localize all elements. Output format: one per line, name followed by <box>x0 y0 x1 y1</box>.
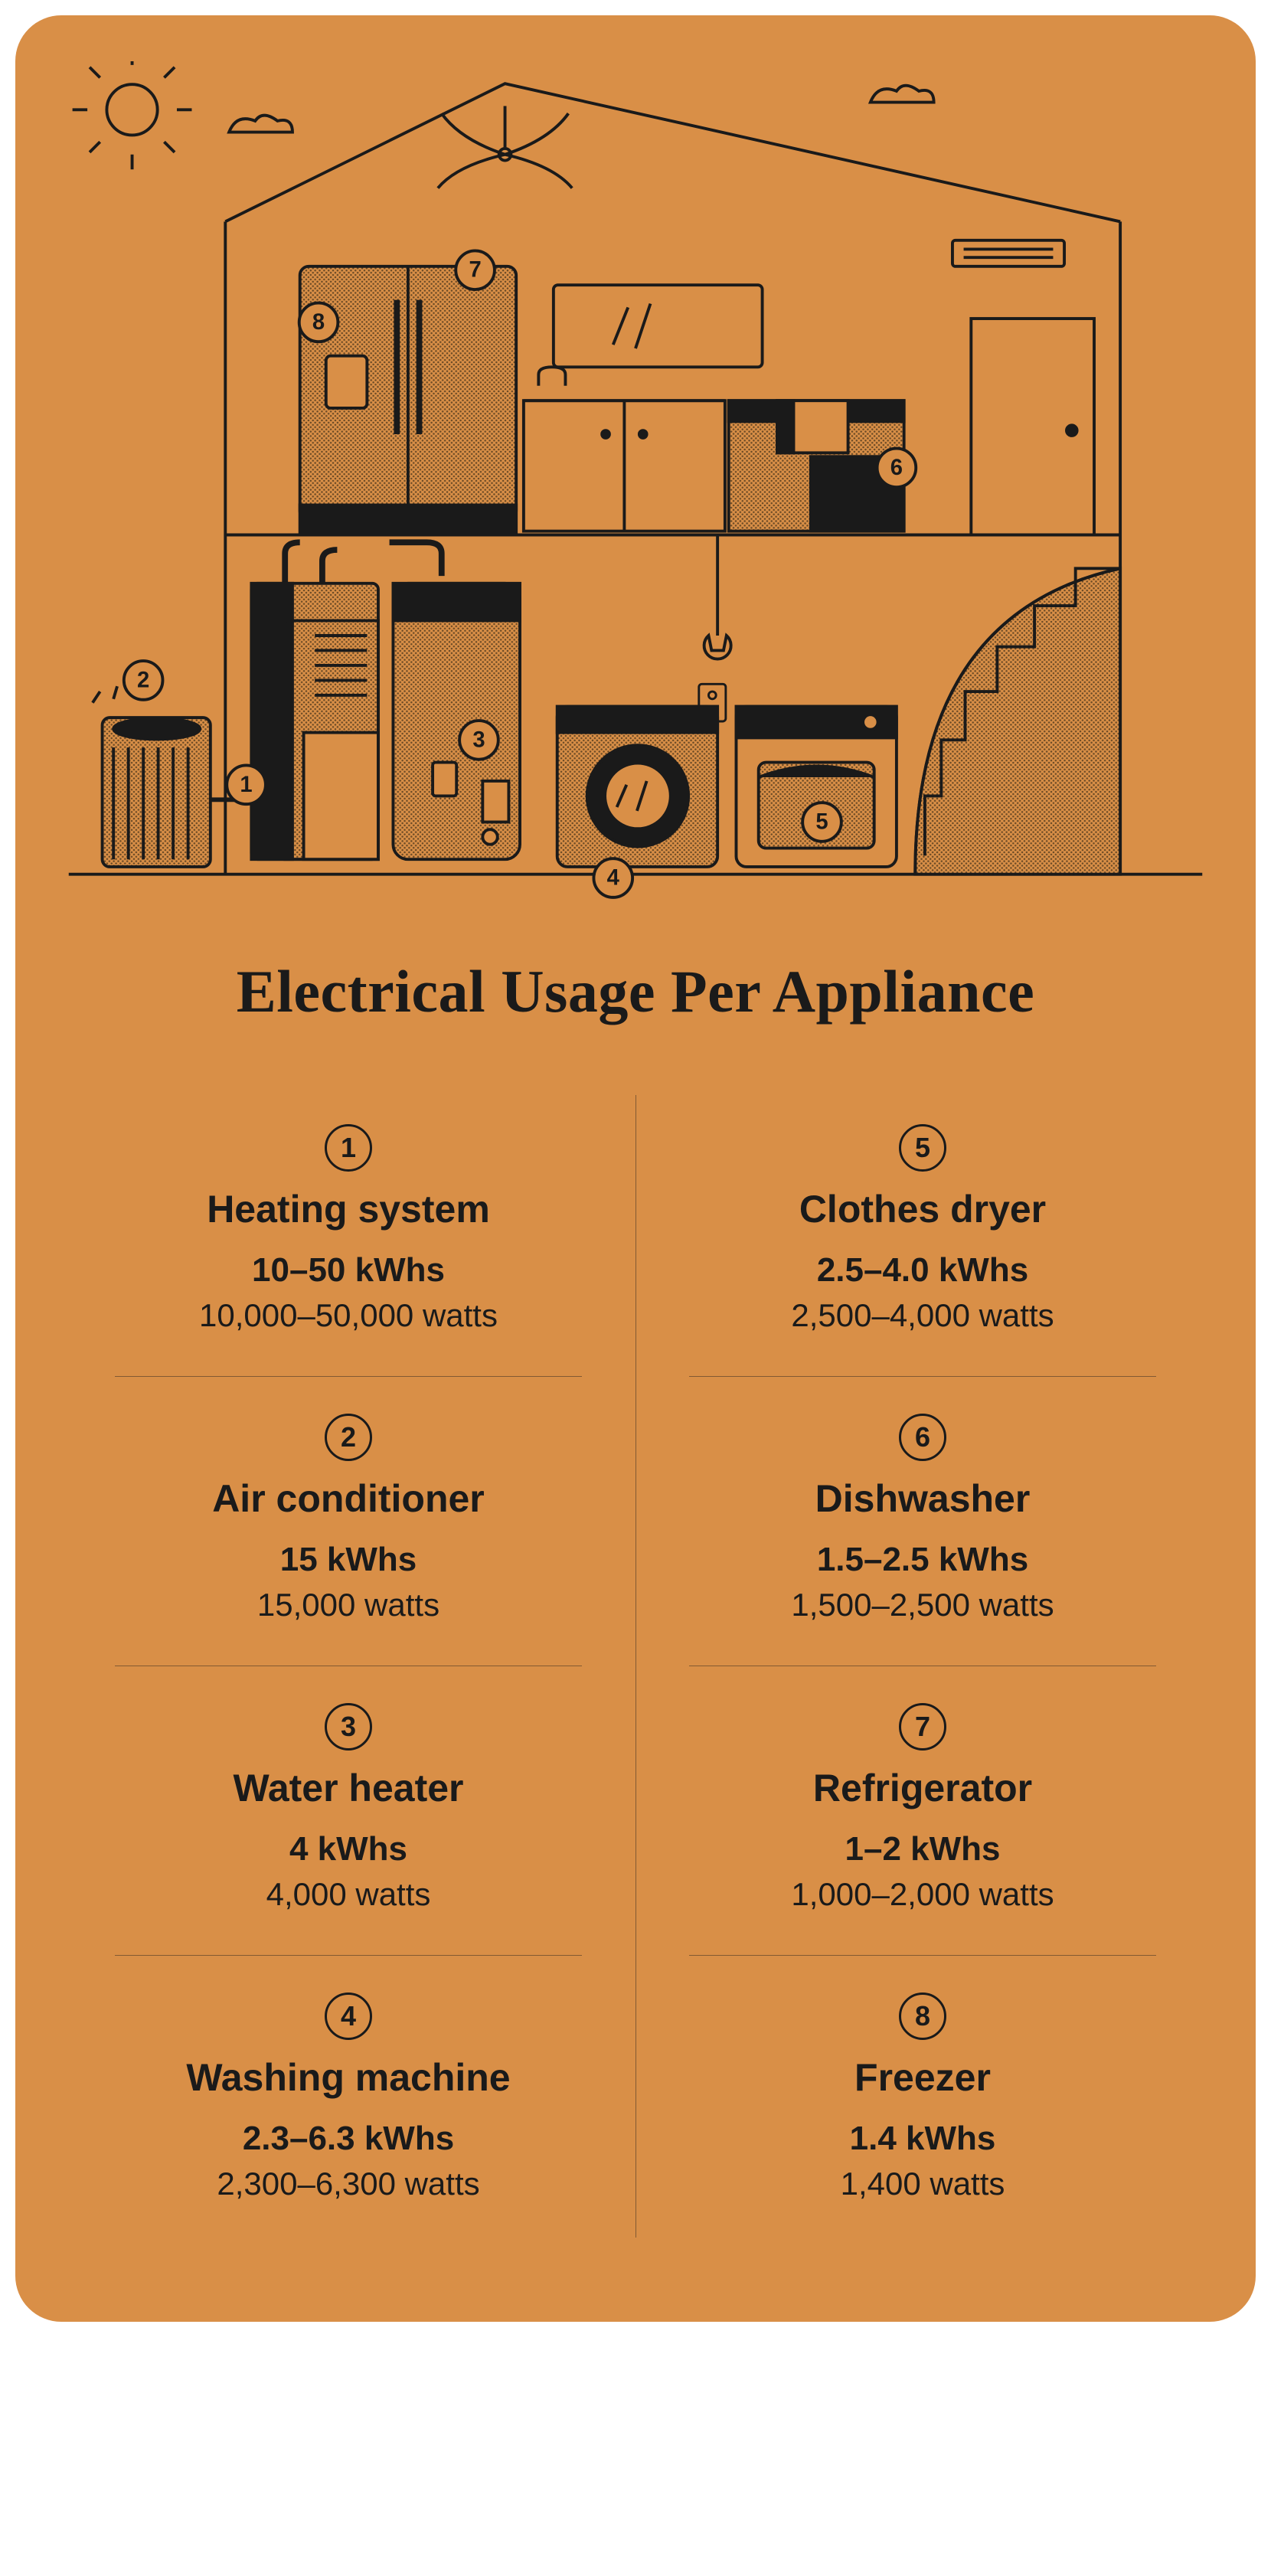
heating-system <box>251 542 378 859</box>
appliance-watts: 1,500–2,500 watts <box>681 1587 1164 1623</box>
appliance-number-badge: 6 <box>899 1414 946 1461</box>
appliance-number-badge: 4 <box>325 1992 372 2040</box>
appliance-name: Air conditioner <box>107 1476 590 1521</box>
appliance-column-left: 1 Heating system 10–50 kWhs 10,000–50,00… <box>61 1087 636 2245</box>
appliance-name: Freezer <box>681 2055 1164 2100</box>
appliance-number-badge: 8 <box>899 1992 946 2040</box>
appliance-kwh: 1.4 kWhs <box>681 2120 1164 2158</box>
infographic-card: 12345678 Electrical Usage Per Appliance … <box>15 15 1256 2322</box>
water-heater <box>390 542 520 859</box>
appliance-kwh: 1.5–2.5 kWhs <box>681 1541 1164 1579</box>
appliance-item: 2 Air conditioner 15 kWhs 15,000 watts <box>61 1377 636 1666</box>
svg-text:1: 1 <box>240 773 252 797</box>
appliance-kwh: 2.5–4.0 kWhs <box>681 1251 1164 1290</box>
appliance-name: Washing machine <box>107 2055 590 2100</box>
appliance-item: 7 Refrigerator 1–2 kWhs 1,000–2,000 watt… <box>636 1666 1210 1956</box>
appliance-kwh: 15 kWhs <box>107 1541 590 1579</box>
appliance-watts: 10,000–50,000 watts <box>107 1297 590 1334</box>
appliance-kwh: 1–2 kWhs <box>681 1830 1164 1868</box>
appliance-watts: 1,400 watts <box>681 2166 1164 2202</box>
callout-badge: 6 <box>877 449 916 488</box>
appliance-watts: 2,300–6,300 watts <box>107 2166 590 2202</box>
appliance-number-badge: 2 <box>325 1414 372 1461</box>
appliance-number-badge: 7 <box>899 1703 946 1751</box>
svg-text:3: 3 <box>472 727 485 752</box>
door <box>971 319 1094 534</box>
svg-text:6: 6 <box>890 456 903 480</box>
light-bulb-icon <box>704 534 731 659</box>
callout-badge: 1 <box>227 765 266 804</box>
appliance-column-right: 5 Clothes dryer 2.5–4.0 kWhs 2,500–4,000… <box>636 1087 1210 2245</box>
svg-text:8: 8 <box>312 310 325 335</box>
washing-machine <box>557 707 717 867</box>
appliance-number-badge: 1 <box>325 1124 372 1172</box>
clothes-dryer <box>736 707 896 867</box>
appliance-watts: 4,000 watts <box>107 1876 590 1913</box>
callout-badge: 2 <box>124 661 163 700</box>
callout-badge: 8 <box>299 303 338 342</box>
appliance-name: Water heater <box>107 1766 590 1810</box>
house-svg: 1 2 3 4 5 6 7 8 <box>61 61 1210 911</box>
appliance-name: Dishwasher <box>681 1476 1164 1521</box>
callout-badge: 5 <box>802 803 841 842</box>
vent-icon <box>952 240 1064 266</box>
appliance-item: 6 Dishwasher 1.5–2.5 kWhs 1,500–2,500 wa… <box>636 1377 1210 1666</box>
appliance-watts: 15,000 watts <box>107 1587 590 1623</box>
mirror <box>554 285 763 367</box>
svg-text:7: 7 <box>469 258 481 283</box>
appliance-number-badge: 3 <box>325 1703 372 1751</box>
appliance-item: 5 Clothes dryer 2.5–4.0 kWhs 2,500–4,000… <box>636 1087 1210 1377</box>
appliance-kwh: 4 kWhs <box>107 1830 590 1868</box>
appliance-item: 8 Freezer 1.4 kWhs 1,400 watts <box>636 1956 1210 2245</box>
callout-badge: 4 <box>593 858 632 897</box>
kitchen-cabinets <box>524 367 725 531</box>
svg-text:5: 5 <box>815 809 828 834</box>
svg-text:4: 4 <box>607 866 620 891</box>
stairs <box>915 568 1120 874</box>
appliance-name: Refrigerator <box>681 1766 1164 1810</box>
appliance-kwh: 10–50 kWhs <box>107 1251 590 1290</box>
appliance-grid: 1 Heating system 10–50 kWhs 10,000–50,00… <box>61 1087 1210 2245</box>
appliance-item: 4 Washing machine 2.3–6.3 kWhs 2,300–6,3… <box>61 1956 636 2245</box>
appliance-name: Heating system <box>107 1187 590 1231</box>
appliance-kwh: 2.3–6.3 kWhs <box>107 2120 590 2158</box>
sun-icon <box>73 61 192 169</box>
svg-text:2: 2 <box>137 668 149 692</box>
appliance-watts: 1,000–2,000 watts <box>681 1876 1164 1913</box>
cloud-icon <box>229 86 933 132</box>
appliance-number-badge: 5 <box>899 1124 946 1172</box>
callout-badge: 3 <box>459 721 498 760</box>
callout-badge: 7 <box>456 250 495 289</box>
appliance-watts: 2,500–4,000 watts <box>681 1297 1164 1334</box>
ceiling-fan-icon <box>438 106 572 188</box>
appliance-name: Clothes dryer <box>681 1187 1164 1231</box>
appliance-item: 3 Water heater 4 kWhs 4,000 watts <box>61 1666 636 1956</box>
house-illustration: 1 2 3 4 5 6 7 8 <box>61 61 1210 911</box>
appliance-item: 1 Heating system 10–50 kWhs 10,000–50,00… <box>61 1087 636 1377</box>
infographic-title: Electrical Usage Per Appliance <box>61 957 1210 1026</box>
